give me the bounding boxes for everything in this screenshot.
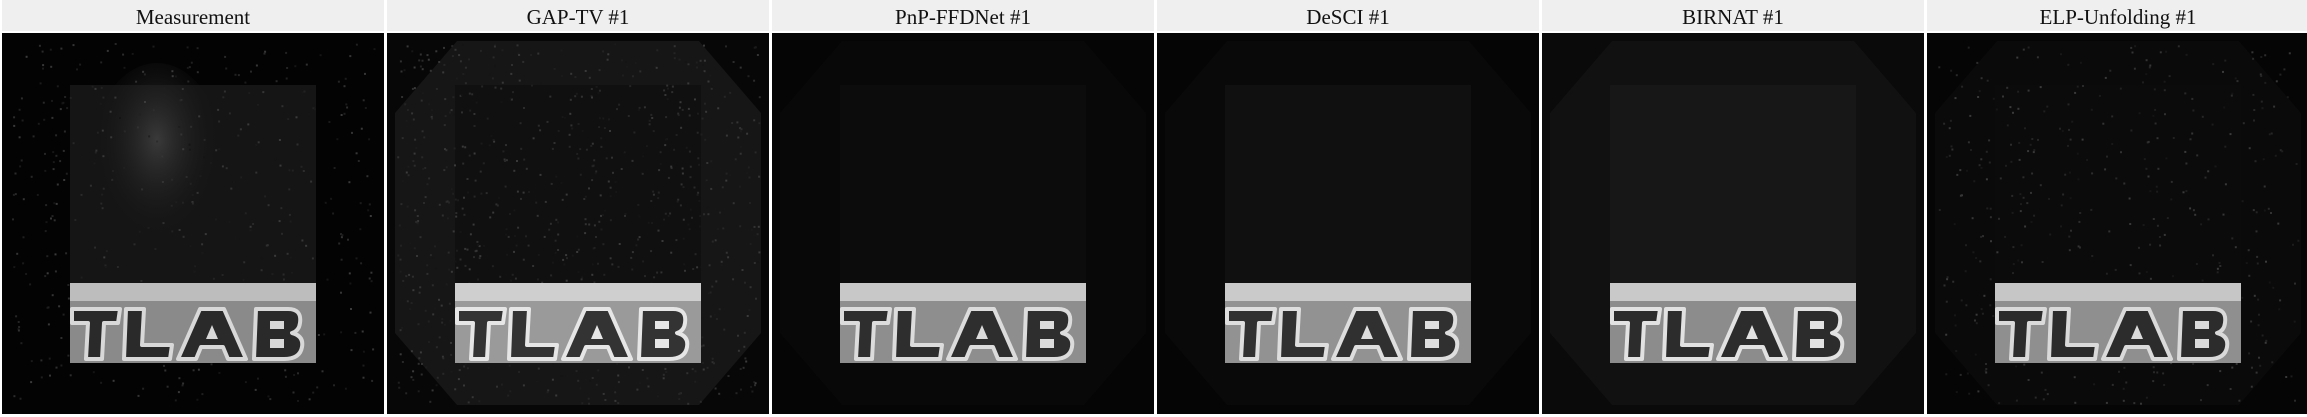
reconstruction-image bbox=[1157, 33, 1539, 414]
reconstruction-image bbox=[1542, 33, 1924, 414]
panel-title: BIRNAT #1 bbox=[1542, 0, 1924, 31]
panel-birnat: BIRNAT #1 bbox=[1542, 0, 1924, 417]
reconstruction-image bbox=[387, 33, 769, 414]
panel-elp-unfolding: ELP-Unfolding #1 bbox=[1927, 0, 2307, 417]
image-measurement bbox=[2, 33, 384, 414]
reconstruction-image bbox=[772, 33, 1154, 414]
reconstruction-image bbox=[2, 33, 384, 414]
panel-title: PnP-FFDNet #1 bbox=[772, 0, 1154, 31]
panel-title: GAP-TV #1 bbox=[387, 0, 769, 31]
image-gap-tv bbox=[387, 33, 769, 414]
panel-gap-tv: GAP-TV #1 bbox=[387, 0, 769, 417]
panel-title: Measurement bbox=[2, 0, 384, 31]
panel-desci: DeSCI #1 bbox=[1157, 0, 1539, 417]
image-pnp-ffdnet bbox=[772, 33, 1154, 414]
panel-pnp-ffdnet: PnP-FFDNet #1 bbox=[772, 0, 1154, 417]
image-desci bbox=[1157, 33, 1539, 414]
image-birnat bbox=[1542, 33, 1924, 414]
panel-title: DeSCI #1 bbox=[1157, 0, 1539, 31]
reconstruction-image bbox=[1927, 33, 2307, 414]
image-elp-unfolding bbox=[1927, 33, 2307, 414]
panel-measurement: Measurement bbox=[2, 0, 384, 417]
panel-title: ELP-Unfolding #1 bbox=[1927, 0, 2307, 31]
